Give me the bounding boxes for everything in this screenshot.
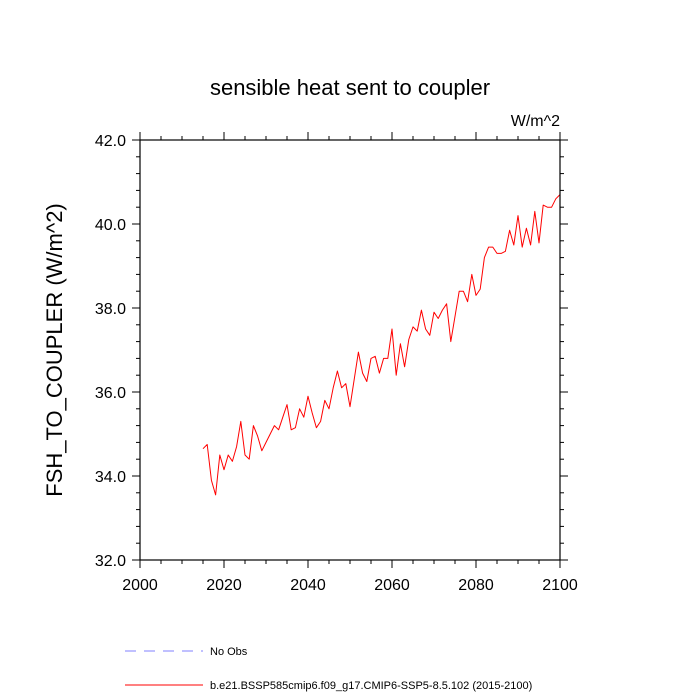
legend: No Obs b.e21.BSSP585cmip6.f09_g17.CMIP6-…: [125, 646, 532, 692]
y-tick-label: 42.0: [95, 133, 126, 150]
plot-frame: [139, 139, 561, 561]
y-axis-label: FSH_TO_COUPLER (W/m^2): [42, 203, 67, 497]
axis-tick-labels: 2000 2020 2040 2060 2080 2100 32.0 34.0 36.0 38.0…: [95, 133, 578, 594]
y-tick-label: 40.0: [95, 217, 126, 234]
x-tick-label: 2060: [374, 577, 410, 594]
x-tick-label: 2000: [122, 577, 158, 594]
y-tick-label: 38.0: [95, 301, 126, 318]
chart-title: sensible heat sent to coupler: [210, 75, 490, 100]
x-tick-label: 2020: [206, 577, 242, 594]
series-line-0: [202, 194, 561, 496]
x-tick-label: 2040: [290, 577, 326, 594]
x-tick-label: 2100: [542, 577, 578, 594]
y-tick-label: 32.0: [95, 553, 126, 570]
y-tick-label: 34.0: [95, 469, 126, 486]
units-label: W/m^2: [511, 113, 560, 130]
legend-label-series: b.e21.BSSP585cmip6.f09_g17.CMIP6-SSP5-8.…: [210, 680, 532, 692]
x-tick-label: 2080: [458, 577, 494, 594]
y-tick-label: 36.0: [95, 385, 126, 402]
series-layer: [202, 194, 561, 496]
axis-ticks: [132, 132, 568, 568]
legend-label-no-obs: No Obs: [210, 646, 248, 658]
